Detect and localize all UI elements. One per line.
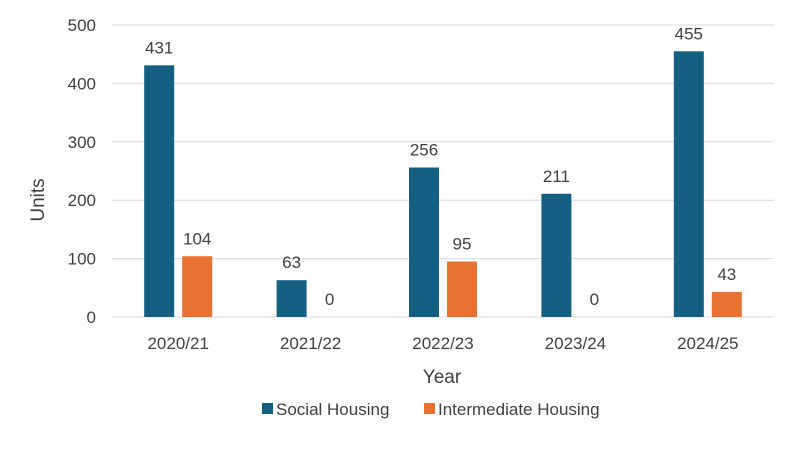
x-tick-label: 2022/23 (412, 334, 473, 353)
legend-label: Intermediate Housing (438, 400, 600, 419)
data-label: 0 (590, 290, 599, 309)
data-label: 256 (410, 140, 438, 159)
data-label: 211 (543, 167, 570, 186)
y-tick-label: 300 (68, 133, 96, 152)
y-axis-ticks: 0 100 200 300 400 500 (68, 16, 96, 327)
bar-social-housing (276, 280, 307, 317)
data-label: 43 (717, 265, 736, 284)
y-tick-label: 0 (87, 308, 96, 327)
bar-social-housing (409, 167, 439, 317)
data-label: 95 (453, 235, 472, 254)
data-label: 0 (325, 290, 334, 309)
data-labels: 431 104 63 0 256 95 211 0 455 43 (145, 24, 736, 309)
bar-social-housing (144, 65, 175, 318)
data-label: 431 (145, 38, 173, 57)
data-label: 63 (282, 253, 301, 272)
bar-intermediate-housing (711, 291, 742, 317)
bars (144, 51, 742, 318)
data-label: 455 (675, 24, 703, 43)
bar-social-housing (541, 193, 572, 317)
y-tick-label: 200 (68, 191, 96, 210)
bar-intermediate-housing (447, 261, 477, 317)
x-tick-label: 2021/22 (280, 334, 341, 353)
bar-social-housing (673, 51, 704, 317)
data-label: 104 (183, 229, 211, 248)
legend-label: Social Housing (276, 400, 389, 419)
legend-swatch (262, 403, 273, 414)
legend-swatch (424, 403, 435, 414)
y-tick-label: 400 (68, 74, 96, 93)
x-axis-ticks: 2020/21 2021/22 2022/23 2023/24 2024/25 (147, 334, 738, 353)
legend: Social Housing Intermediate Housing (262, 400, 600, 419)
x-tick-label: 2020/21 (147, 334, 208, 353)
x-tick-label: 2023/24 (545, 334, 606, 353)
x-tick-label: 2024/25 (677, 334, 738, 353)
y-tick-label: 100 (68, 250, 96, 269)
gridlines (112, 24, 774, 318)
y-axis-title: Units (28, 178, 49, 221)
x-axis-title: Year (423, 367, 462, 388)
y-tick-label: 500 (68, 16, 96, 35)
bar-intermediate-housing (182, 256, 213, 317)
